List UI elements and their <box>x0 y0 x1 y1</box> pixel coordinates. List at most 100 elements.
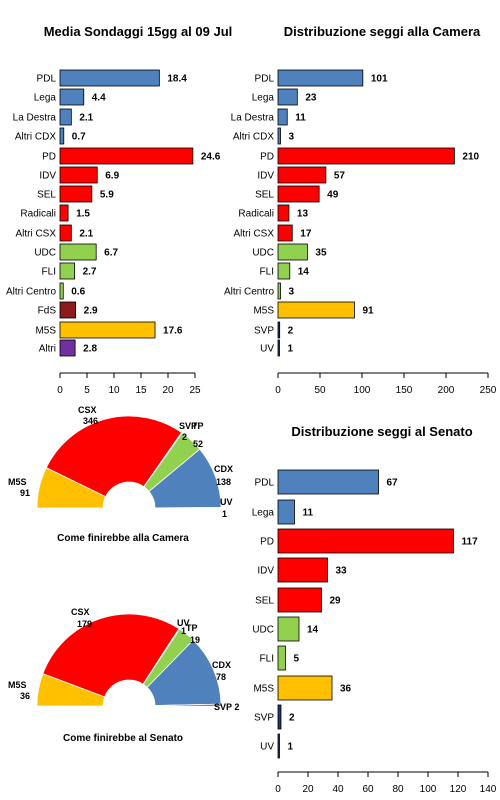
poll-bar <box>59 282 64 300</box>
camera-category-label: Altri CDX <box>233 132 274 143</box>
camera-bar <box>277 262 291 280</box>
poll-bar <box>59 147 194 165</box>
senato-tick-label: 100 <box>420 784 437 795</box>
camera-bar <box>277 147 455 165</box>
senato-pie-annotation: SVP 2 <box>214 702 239 712</box>
camera-category-label: La Destra <box>231 113 275 124</box>
poll-category-label: PDL <box>37 74 57 85</box>
camera-pie-annotation: CSX <box>78 405 97 415</box>
senato-value-label: 1 <box>288 742 294 753</box>
poll-category-label: Radicali <box>20 209 56 220</box>
senato-category-label: UV <box>260 742 274 753</box>
senato-bar <box>277 645 286 671</box>
poll-bar <box>59 166 98 184</box>
poll-bar <box>59 204 69 222</box>
poll-bar <box>59 108 72 126</box>
poll-category-label: La Destra <box>13 113 57 124</box>
senato-pie-annotation: 1 <box>181 626 186 636</box>
poll-category-label: UDC <box>34 248 56 259</box>
senato-tick-label: 120 <box>450 784 467 795</box>
senato-value-label: 33 <box>336 566 348 577</box>
senato-title: Distribuzione seggi al Senato <box>291 424 472 439</box>
camera-bar <box>277 166 327 184</box>
senato-pie-slice-csx <box>42 613 180 698</box>
senato-category-label: SVP <box>254 713 274 724</box>
senato-category-label: Lega <box>252 508 275 519</box>
camera-tick-label: 250 <box>480 385 497 396</box>
camera-category-label: IDV <box>257 171 274 182</box>
senato-bar <box>277 675 333 701</box>
poll-category-label: Altri Centro <box>6 287 56 298</box>
camera-bar <box>277 185 320 203</box>
camera-value-label: 210 <box>462 152 479 163</box>
camera-pie-annotation: 2 <box>182 432 187 442</box>
camera-bar <box>277 127 281 145</box>
poll-value-label: 4.4 <box>92 93 106 104</box>
senato-value-label: 117 <box>462 537 479 548</box>
poll-tick-label: 0 <box>57 385 63 396</box>
camera-category-label: PDL <box>255 74 275 85</box>
poll-value-label: 5.9 <box>100 190 114 201</box>
senato-pie-annotation: 36 <box>20 691 30 701</box>
poll-bar <box>59 339 76 357</box>
senato-pie-annotation: CSX <box>71 607 90 617</box>
senato-category-label: UDC <box>252 625 274 636</box>
senato-pie-annotation: CDX <box>212 660 231 670</box>
senato-value-label: 2 <box>289 713 295 724</box>
poll-tick-label: 5 <box>84 385 90 396</box>
poll-tick-label: 10 <box>108 385 120 396</box>
poll-bar <box>59 185 93 203</box>
senato-bar <box>277 733 280 759</box>
camera-category-label: SEL <box>255 190 274 201</box>
poll-value-label: 0.6 <box>71 287 85 298</box>
senato-category-label: PD <box>260 537 274 548</box>
camera-tick-label: 0 <box>275 385 281 396</box>
poll-bar <box>59 69 160 87</box>
camera-bar <box>277 339 280 357</box>
camera-tick-label: 150 <box>396 385 413 396</box>
camera-bar <box>277 224 293 242</box>
senato-tick-label: 0 <box>275 784 281 795</box>
poll-tick-label: 15 <box>135 385 147 396</box>
camera-value-label: 13 <box>297 209 309 220</box>
poll-value-label: 17.6 <box>163 326 183 337</box>
camera-bar <box>277 204 290 222</box>
senato-tick-label: 140 <box>480 784 497 795</box>
poll-bar <box>59 127 65 145</box>
poll-bar <box>59 301 77 319</box>
camera-pie-annotation: 1 <box>222 509 227 519</box>
senato-bar <box>277 499 295 525</box>
senato-pie-caption: Come finirebbe al Senato <box>63 733 183 744</box>
senato-pie-annotation: 179 <box>77 619 92 629</box>
senato-value-label: 67 <box>387 478 399 489</box>
senato-bar <box>277 587 322 613</box>
poll-tick-label: 20 <box>162 385 174 396</box>
poll-value-label: 2.8 <box>83 344 97 355</box>
camera-category-label: M5S <box>253 306 274 317</box>
camera-bar <box>277 108 288 126</box>
camera-value-label: 3 <box>289 132 295 143</box>
camera-value-label: 14 <box>298 267 310 278</box>
poll-value-label: 6.9 <box>105 171 119 182</box>
camera-value-label: 1 <box>288 344 294 355</box>
poll-category-label: Altri <box>39 344 56 355</box>
poll-bar <box>59 243 97 261</box>
camera-bar <box>277 301 355 319</box>
senato-category-label: FLI <box>260 654 274 665</box>
senato-category-label: M5S <box>253 684 274 695</box>
poll-title: Media Sondaggi 15gg al 09 Jul <box>44 24 233 39</box>
camera-tick-label: 200 <box>438 385 455 396</box>
camera-tick-label: 100 <box>354 385 371 396</box>
senato-bar <box>277 557 328 583</box>
senato-pie-annotation: 19 <box>190 635 200 645</box>
senato-value-label: 36 <box>340 684 352 695</box>
camera-value-label: 11 <box>295 113 306 124</box>
camera-category-label: Lega <box>252 93 275 104</box>
poll-category-label: FLI <box>42 267 56 278</box>
camera-category-label: UV <box>260 344 274 355</box>
camera-value-label: 3 <box>289 287 295 298</box>
camera-pie-annotation: 138 <box>216 477 231 487</box>
poll-value-label: 18.4 <box>167 74 187 85</box>
senato-bar <box>277 528 454 554</box>
